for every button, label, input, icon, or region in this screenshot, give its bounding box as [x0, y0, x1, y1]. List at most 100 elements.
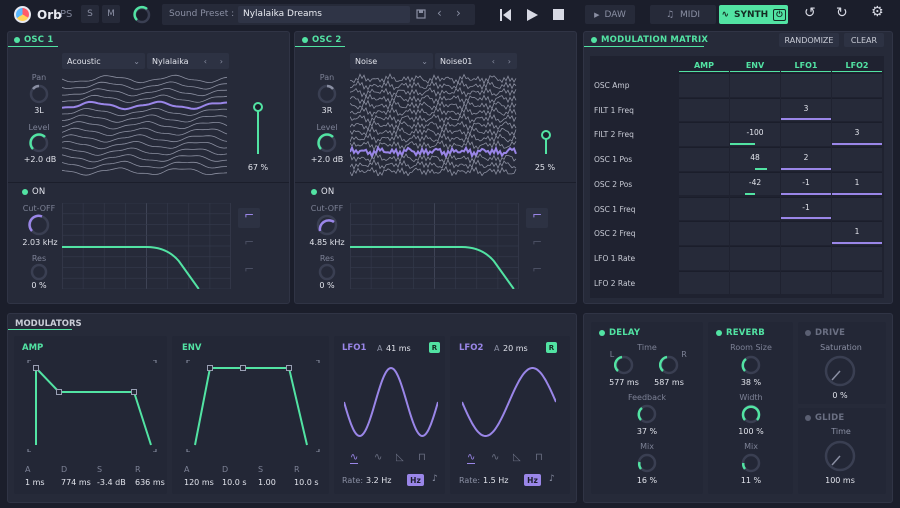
- amp-envelope-graph[interactable]: [24, 360, 160, 452]
- matrix-cell[interactable]: [832, 171, 882, 196]
- matrix-cell[interactable]: [832, 73, 882, 97]
- prev-wave-icon[interactable]: ‹: [203, 56, 207, 66]
- matrix-cell[interactable]: [832, 147, 882, 171]
- osc1-pan-knob[interactable]: [29, 84, 49, 104]
- stop-icon[interactable]: [553, 9, 564, 20]
- matrix-cell[interactable]: [730, 221, 780, 245]
- amp-sustain-handle[interactable]: [131, 389, 137, 395]
- reverb-enable-icon[interactable]: [716, 330, 722, 336]
- daw-button[interactable]: ▶ DAW: [585, 5, 635, 24]
- redo-icon[interactable]: ↻: [836, 5, 848, 21]
- osc2-header[interactable]: OSC 2: [302, 35, 341, 45]
- lfo2-a-value[interactable]: 20 ms: [503, 344, 528, 353]
- matrix-cell[interactable]: [679, 221, 729, 245]
- amp-attack-handle[interactable]: [33, 365, 39, 371]
- lfo2-sine-icon[interactable]: ∿: [467, 452, 476, 464]
- matrix-cell[interactable]: [679, 97, 729, 122]
- reverb-mix-knob[interactable]: [741, 453, 761, 473]
- mod-matrix-enable-icon[interactable]: [591, 37, 597, 43]
- amp-param-value[interactable]: 1 ms: [25, 478, 45, 487]
- delay-enable-icon[interactable]: [599, 330, 605, 336]
- matrix-cell[interactable]: [730, 270, 780, 295]
- m-button[interactable]: M: [102, 5, 120, 23]
- env-attack-handle[interactable]: [207, 365, 213, 371]
- matrix-cell[interactable]: [832, 270, 882, 295]
- matrix-cell[interactable]: [679, 270, 729, 295]
- delay-header[interactable]: DELAY: [599, 328, 640, 338]
- lfo1-saw-icon[interactable]: ◺: [396, 452, 404, 463]
- matrix-cell[interactable]: [781, 171, 831, 196]
- lfo1-sync-note-icon[interactable]: ♪: [432, 474, 438, 484]
- lfo1-sine-icon[interactable]: ∿: [350, 452, 359, 464]
- osc2-filter-header[interactable]: ON: [311, 187, 334, 197]
- lfo1-hz-button[interactable]: Hz: [407, 474, 424, 486]
- matrix-cell[interactable]: [832, 122, 882, 147]
- undo-icon[interactable]: ↺: [804, 5, 816, 21]
- matrix-cell[interactable]: [781, 196, 831, 221]
- next-wave-icon[interactable]: ›: [219, 56, 223, 66]
- env-param-value[interactable]: 10.0 s: [222, 478, 247, 487]
- drive-enable-icon[interactable]: [805, 330, 811, 336]
- matrix-cell[interactable]: [832, 221, 882, 245]
- lfo2-sync-note-icon[interactable]: ♪: [549, 474, 555, 484]
- matrix-cell[interactable]: [679, 171, 729, 196]
- drive-header[interactable]: DRIVE: [805, 328, 845, 338]
- osc1-filter-highpass-button[interactable]: ⌐: [243, 262, 255, 276]
- lfo2-retrigger-button[interactable]: R: [546, 342, 557, 353]
- glide-header[interactable]: GLIDE: [805, 413, 844, 423]
- matrix-cell[interactable]: [781, 245, 831, 270]
- matrix-cell[interactable]: [781, 270, 831, 295]
- glide-enable-icon[interactable]: [805, 415, 811, 421]
- osc2-type-select[interactable]: Noise ⌄: [350, 53, 433, 69]
- prev-preset-icon[interactable]: ‹: [437, 6, 442, 20]
- next-wave-icon[interactable]: ›: [507, 56, 511, 66]
- matrix-cell[interactable]: [679, 147, 729, 171]
- delay-time-l-knob[interactable]: [614, 355, 634, 375]
- osc1-type-select[interactable]: Acoustic ⌄: [62, 53, 145, 69]
- matrix-cell[interactable]: [781, 97, 831, 122]
- matrix-cell[interactable]: [781, 122, 831, 147]
- osc1-wave-select[interactable]: Nylalaika ‹ ›: [147, 53, 229, 69]
- amp-param-value[interactable]: 774 ms: [61, 478, 91, 487]
- lfo1-square-icon[interactable]: ⊓: [418, 452, 426, 463]
- osc2-level-knob[interactable]: [317, 133, 337, 153]
- osc1-filter-enable-icon[interactable]: [22, 189, 28, 195]
- matrix-cell[interactable]: [832, 245, 882, 270]
- lfo2-triangle-icon[interactable]: ∿: [491, 452, 500, 463]
- osc2-volume-handle[interactable]: [541, 130, 551, 140]
- osc1-volume-track[interactable]: [257, 108, 259, 154]
- lfo1-triangle-icon[interactable]: ∿: [374, 452, 383, 463]
- osc2-filter-lowpass-button[interactable]: ⌐: [526, 208, 548, 228]
- lfo1-a-value[interactable]: 41 ms: [386, 344, 411, 353]
- osc2-filter-highpass-button[interactable]: ⌐: [531, 262, 543, 276]
- osc1-level-knob[interactable]: [29, 133, 49, 153]
- matrix-cell[interactable]: [730, 122, 780, 147]
- filter-curve[interactable]: [62, 246, 200, 289]
- midi-button[interactable]: ♫ MIDI: [650, 5, 716, 24]
- drive-saturation-knob[interactable]: [823, 354, 857, 388]
- delay-mix-knob[interactable]: [637, 453, 657, 473]
- s-button[interactable]: S: [81, 5, 99, 23]
- matrix-cell[interactable]: [679, 196, 729, 221]
- matrix-cell[interactable]: [730, 245, 780, 270]
- osc2-pan-knob[interactable]: [317, 84, 337, 104]
- osc2-filter-bandpass-button[interactable]: ⌐: [531, 235, 543, 249]
- play-icon[interactable]: [527, 9, 538, 21]
- skip-back-icon[interactable]: [500, 9, 512, 21]
- reverb-width-knob[interactable]: [741, 404, 761, 424]
- osc1-enable-icon[interactable]: [14, 37, 20, 43]
- reverb-room-knob[interactable]: [741, 355, 761, 375]
- osc1-res-knob[interactable]: [30, 263, 48, 281]
- osc2-enable-icon[interactable]: [302, 37, 308, 43]
- env-param-value[interactable]: 120 ms: [184, 478, 214, 487]
- matrix-cell[interactable]: [832, 97, 882, 122]
- amp-param-value[interactable]: -3.4 dB: [97, 478, 126, 487]
- settings-gear-icon[interactable]: ⚙: [871, 4, 884, 20]
- preset-name-field[interactable]: [238, 6, 410, 23]
- osc2-volume-track[interactable]: [545, 138, 547, 154]
- env-envelope-graph[interactable]: [183, 360, 323, 452]
- amp-param-value[interactable]: 636 ms: [135, 478, 165, 487]
- matrix-cell[interactable]: [730, 97, 780, 122]
- osc2-cutoff-knob[interactable]: [316, 214, 338, 236]
- master-knob-icon[interactable]: [132, 5, 152, 25]
